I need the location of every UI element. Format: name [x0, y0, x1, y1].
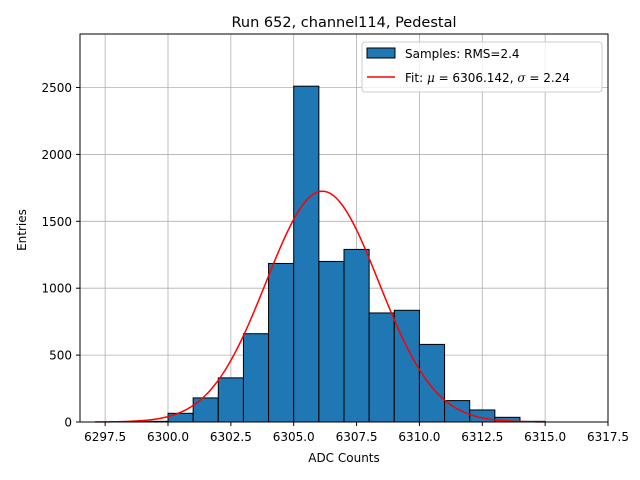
histogram-bar — [242, 333, 270, 423]
x-tick-label: 6307.5 — [336, 430, 378, 444]
legend-fit-mu-value: = 6306.142, — [435, 71, 518, 85]
y-axis-label: Entries — [15, 209, 29, 251]
chart-title: Run 652, channel114, Pedestal — [231, 15, 456, 31]
histogram-bar — [268, 262, 295, 423]
legend-box — [361, 41, 603, 93]
y-axis-ticks: 0 500 1000 1500 2000 2500 — [41, 81, 80, 430]
histogram-bar — [293, 85, 320, 423]
y-tick-label: 1500 — [41, 215, 72, 229]
y-tick-label: 2000 — [41, 148, 72, 162]
fit-curve-group — [95, 190, 546, 423]
x-axis-label: ADC Counts — [308, 451, 380, 465]
histogram-bar — [368, 312, 395, 423]
y-tick-label: 1000 — [41, 282, 72, 296]
x-tick-label: 6315.0 — [524, 430, 566, 444]
legend-fit-sigma-value: = 2.24 — [526, 71, 570, 85]
x-tick-label: 6312.5 — [461, 430, 503, 444]
axes-frame — [79, 33, 609, 423]
y-tick-label: 0 — [64, 416, 72, 430]
x-tick-label: 6317.5 — [587, 430, 629, 444]
legend-fit-prefix: Fit: — [405, 71, 427, 85]
legend: Samples: RMS=2.4 Fit: μ = 6306.142, σ = … — [361, 41, 603, 93]
histogram-bar — [192, 397, 219, 423]
y-tick-label: 500 — [49, 349, 72, 363]
x-tick-label: 6302.5 — [210, 430, 252, 444]
x-tick-label: 6297.5 — [84, 430, 126, 444]
legend-samples-label: Samples: RMS=2.4 — [405, 47, 520, 61]
y-tick-label: 2500 — [41, 81, 72, 95]
x-tick-label: 6310.0 — [398, 430, 440, 444]
legend-samples-swatch — [366, 47, 396, 59]
fit-curve — [95, 190, 546, 423]
histogram-bar — [418, 343, 446, 423]
histogram-bar — [343, 248, 370, 423]
histogram-bar — [217, 377, 244, 423]
x-tick-label: 6300.0 — [147, 430, 189, 444]
legend-fit-mu-symbol: μ — [427, 71, 435, 85]
x-axis-ticks: 6297.5 6300.0 6302.5 6305.0 6307.5 6310.0 6312… — [84, 422, 629, 444]
x-tick-label: 6305.0 — [273, 430, 315, 444]
histogram-bar — [318, 260, 345, 423]
legend-fit-sigma-symbol: σ — [517, 71, 526, 85]
histogram-bar — [167, 412, 194, 423]
histogram-bars — [142, 85, 546, 423]
legend-fit-label: Fit: μ = 6306.142, σ = 2.24 — [405, 71, 570, 85]
